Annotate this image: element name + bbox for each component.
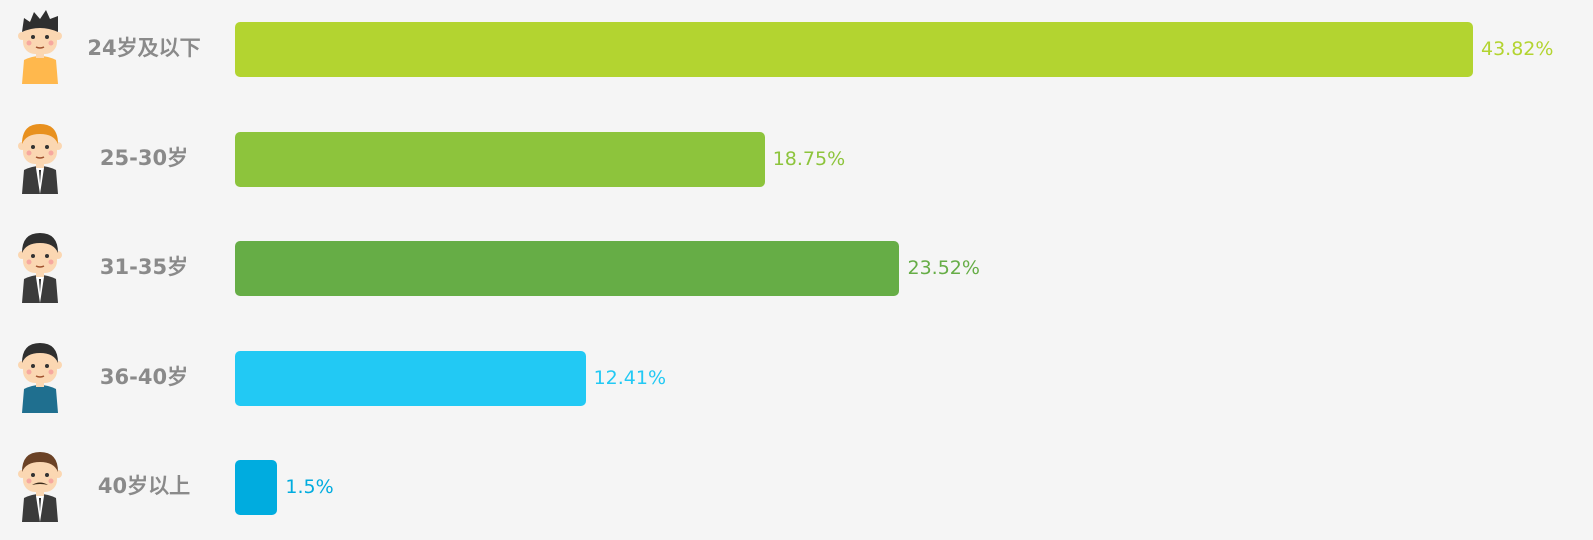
avatar — [14, 120, 66, 194]
bar — [235, 22, 1473, 77]
man-blue-shirt-icon — [18, 342, 62, 413]
category-label: 31-35岁 — [99, 255, 189, 279]
data-label: 12.41% — [593, 366, 667, 389]
avatar — [14, 229, 66, 303]
data-label: 23.52% — [907, 257, 980, 279]
data-label: 43.82% — [1481, 38, 1554, 60]
bar — [235, 241, 900, 296]
avatar — [14, 10, 66, 84]
bar-row: 31-35岁 23.52% — [0, 219, 1593, 319]
man-mustache-icon — [18, 452, 62, 522]
category-label: 40岁以上 — [97, 474, 191, 498]
bar-row: 24岁及以下 43.82% — [0, 0, 1593, 100]
category-label: 24岁及以下 — [87, 36, 201, 60]
bar-row: 25-30岁 18.75% — [0, 110, 1593, 210]
bar — [235, 460, 278, 515]
category-label: 36-40岁 — [99, 364, 189, 389]
data-label: 1.5% — [285, 476, 334, 498]
data-label: 18.75% — [772, 147, 846, 170]
bar-row: 40岁以上 1.5% — [0, 438, 1593, 538]
man-orange-hair-suit-icon — [18, 123, 62, 194]
avatar — [14, 339, 66, 413]
young-man-spiky-hair-icon — [18, 10, 62, 84]
category-label: 25-30岁 — [99, 145, 189, 170]
bar-row: 36-40岁 12.41% — [0, 329, 1593, 429]
bar — [235, 350, 586, 406]
avatar — [14, 448, 66, 522]
bar — [235, 131, 765, 187]
man-suit-icon — [18, 233, 62, 303]
